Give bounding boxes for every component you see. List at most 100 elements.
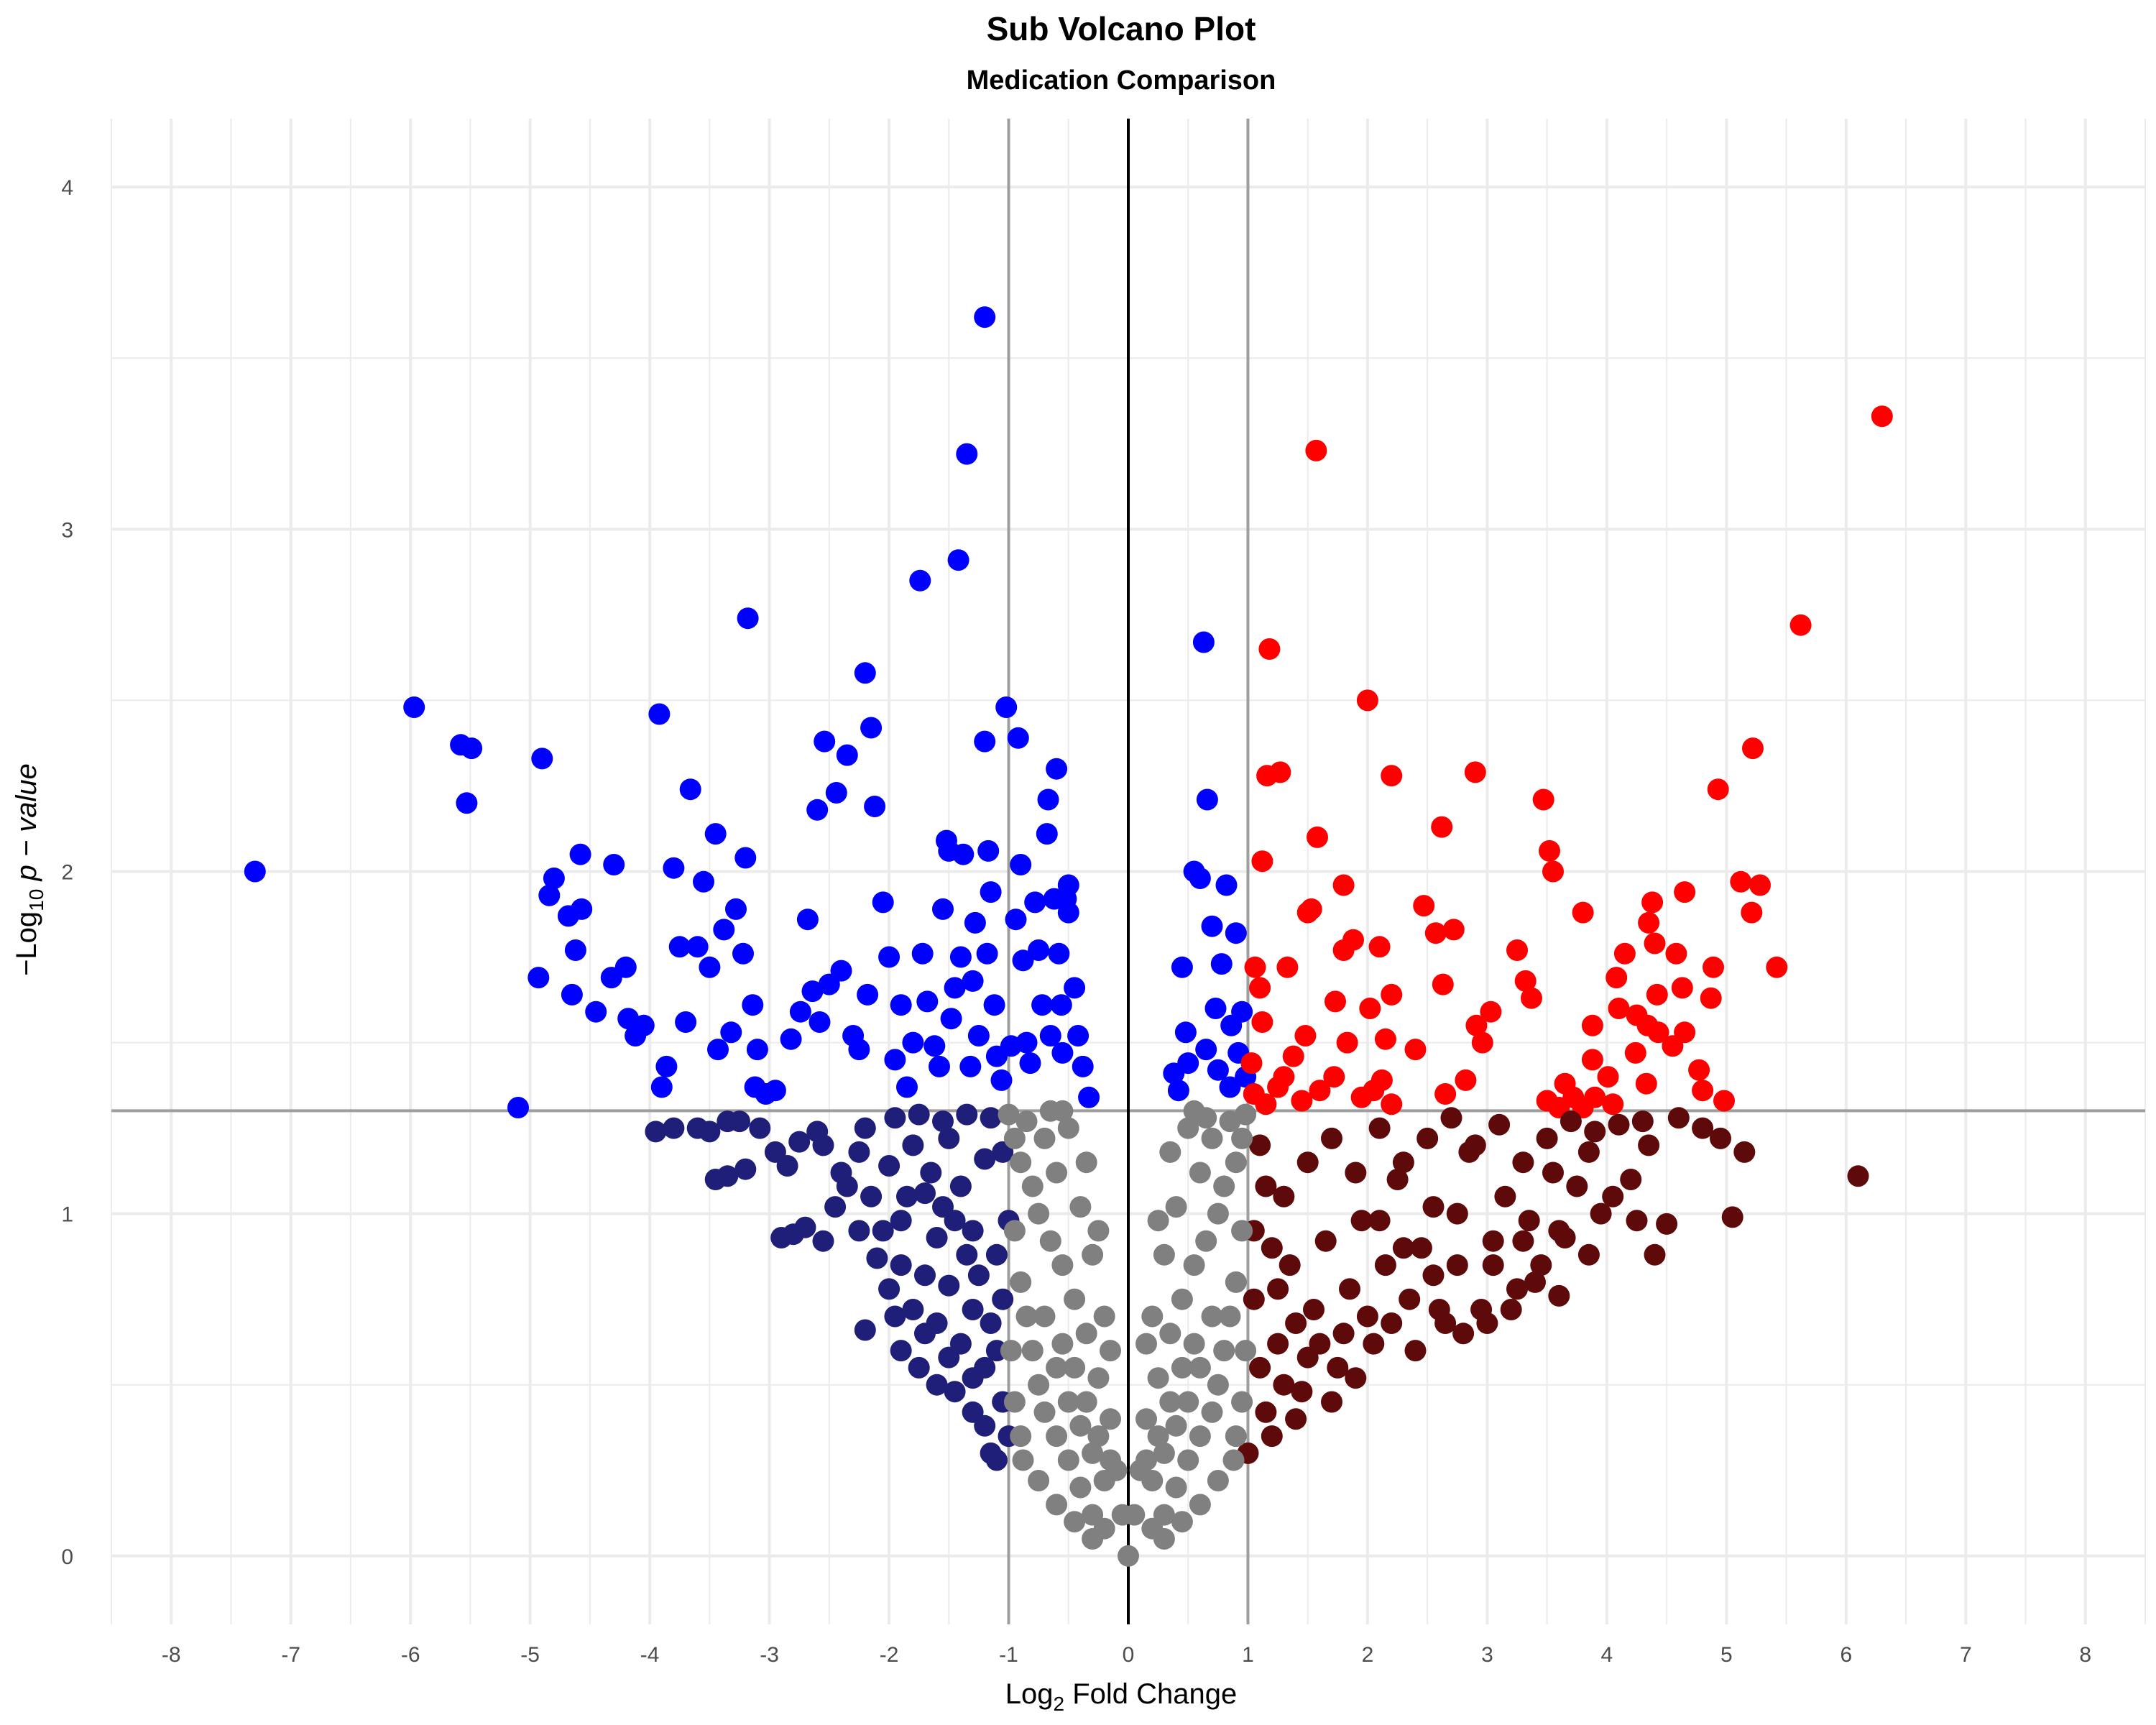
x-axis-tick-labels: -8 -7 -6 -5 -4 -3 -2 -1 0 1 2 3 4 5 6 7 8: [162, 1643, 2091, 1667]
point-up-trend: [1518, 1210, 1540, 1232]
point-down-trend: [914, 1322, 936, 1345]
point-sig-down: [1167, 1080, 1189, 1102]
point-not-sig: [1021, 1340, 1044, 1362]
point-down-trend: [890, 1340, 912, 1362]
point-sig-down: [461, 737, 483, 760]
point-not-sig: [1028, 1470, 1050, 1491]
point-not-sig: [1225, 1151, 1247, 1174]
point-sig-up: [1581, 1049, 1603, 1071]
point-up-trend: [1332, 1322, 1355, 1345]
point-sig-down: [742, 994, 764, 1016]
point-not-sig: [1231, 1127, 1253, 1149]
point-sig-down: [764, 1080, 786, 1102]
point-down-trend: [812, 1134, 834, 1156]
point-not-sig: [1147, 1210, 1169, 1232]
point-down-trend: [938, 1274, 960, 1297]
chart-subtitle: Medication Comparison: [967, 65, 1276, 96]
point-not-sig: [1100, 1408, 1121, 1430]
point-sig-up: [1703, 956, 1724, 978]
point-not-sig: [1064, 1356, 1086, 1379]
point-sig-down: [789, 1000, 811, 1023]
point-sig-down: [830, 960, 852, 982]
point-down-trend: [699, 1121, 721, 1143]
point-down-trend: [932, 1196, 954, 1218]
point-up-trend: [1476, 1312, 1498, 1334]
point-not-sig: [1222, 1449, 1245, 1471]
point-down-trend: [962, 1367, 984, 1389]
point-sig-up: [1480, 1000, 1502, 1023]
point-down-trend: [848, 1220, 870, 1242]
point-sig-down: [1039, 1025, 1061, 1046]
point-up-trend: [1488, 1113, 1511, 1136]
point-down-trend: [848, 1141, 870, 1163]
point-sig-down: [864, 796, 886, 817]
point-up-trend: [1285, 1312, 1307, 1334]
point-sig-down: [732, 942, 754, 965]
point-up-trend: [1291, 1381, 1313, 1403]
point-sig-up: [1251, 850, 1273, 873]
point-sig-down: [884, 1049, 906, 1071]
point-down-trend: [902, 1134, 924, 1156]
point-down-trend: [992, 1288, 1014, 1310]
point-not-sig: [1201, 1127, 1223, 1149]
point-sig-down: [952, 843, 975, 865]
point-sig-up: [1749, 874, 1771, 896]
point-sig-down: [956, 443, 978, 465]
point-sig-down: [707, 1039, 729, 1061]
point-not-sig: [1051, 1100, 1074, 1122]
point-not-sig: [1069, 1196, 1092, 1218]
x-tick-label: -4: [640, 1643, 660, 1667]
point-not-sig: [1039, 1230, 1061, 1252]
point-sig-down: [1189, 868, 1211, 889]
point-sig-up: [1688, 1059, 1710, 1081]
point-sig-down: [1057, 874, 1079, 896]
point-up-trend: [1577, 1141, 1600, 1163]
x-tick-label: 6: [1840, 1643, 1852, 1667]
point-sig-up: [1662, 1035, 1684, 1057]
point-not-sig: [1171, 1511, 1193, 1533]
point-up-trend: [1440, 1107, 1462, 1129]
point-not-sig: [1177, 1117, 1199, 1139]
point-down-trend: [985, 1243, 1008, 1266]
point-not-sig: [1207, 1374, 1229, 1396]
point-up-trend: [1363, 1333, 1385, 1355]
point-not-sig: [1012, 1449, 1034, 1471]
point-not-sig: [1141, 1470, 1164, 1491]
point-sig-down: [1225, 922, 1247, 944]
point-not-sig: [1046, 1425, 1068, 1448]
point-up-trend: [1482, 1254, 1504, 1276]
point-not-sig: [1087, 1425, 1110, 1448]
point-up-trend: [1243, 1288, 1265, 1310]
point-not-sig: [1213, 1340, 1235, 1362]
point-down-trend: [956, 1103, 978, 1126]
point-up-trend: [1416, 1127, 1439, 1149]
point-sig-up: [1305, 439, 1327, 461]
y-axis-tick-labels: 0 1 2 3 4: [61, 176, 73, 1569]
point-sig-down: [1072, 1055, 1094, 1077]
point-not-sig: [1165, 1476, 1187, 1499]
point-sig-down: [902, 1031, 924, 1054]
point-up-trend: [1506, 1278, 1528, 1300]
point-up-trend: [1392, 1151, 1414, 1174]
point-sig-up: [1597, 1066, 1619, 1088]
point-sig-down: [543, 868, 565, 889]
point-down-trend: [824, 1196, 847, 1218]
point-not-sig: [1082, 1243, 1104, 1266]
point-sig-up: [1255, 1093, 1277, 1116]
point-sig-down: [916, 990, 939, 1013]
point-sig-down: [679, 778, 701, 801]
point-up-trend: [1710, 1127, 1731, 1149]
point-sig-up: [1273, 1066, 1295, 1088]
point-sig-down: [947, 549, 969, 571]
point-not-sig: [1028, 1374, 1050, 1396]
point-up-trend: [1350, 1210, 1373, 1232]
point-sig-up: [1465, 1014, 1488, 1036]
point-up-trend: [1356, 1305, 1378, 1328]
point-sig-up: [1606, 967, 1628, 989]
point-sig-down: [699, 956, 721, 978]
point-down-trend: [812, 1230, 834, 1252]
point-sig-down: [860, 717, 883, 739]
x-tick-label: -6: [401, 1643, 420, 1667]
point-sig-down: [962, 970, 984, 992]
point-up-trend: [1464, 1134, 1486, 1156]
